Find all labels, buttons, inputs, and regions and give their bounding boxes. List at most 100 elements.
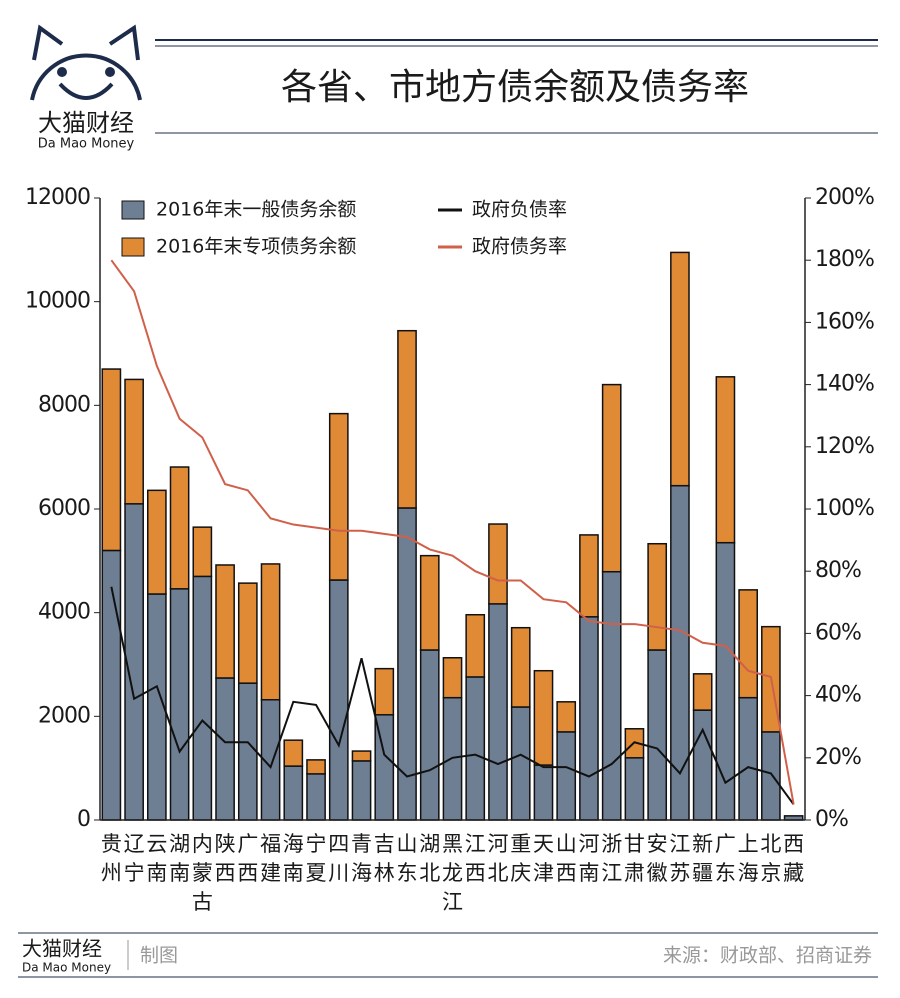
y2-tick-label: 40% [815, 683, 861, 708]
bar [715, 376, 736, 544]
bar [169, 588, 190, 821]
line [110, 259, 795, 805]
x-tick-label: 西藏 [783, 832, 804, 885]
x-tick-label: 四川 [328, 832, 349, 885]
x-tick-label: 福建 [260, 832, 281, 885]
bar [601, 570, 622, 821]
bar [601, 383, 622, 573]
bar [328, 579, 349, 821]
bar [237, 582, 258, 684]
x-tick-label: 重庆 [510, 832, 531, 885]
y2-tick-label: 20% [815, 745, 861, 770]
x-tick-label: 安徽 [647, 832, 668, 885]
legend-label: 政府负债率 [472, 199, 567, 221]
line [110, 586, 795, 806]
x-tick-label: 河北 [487, 832, 508, 885]
bar [351, 760, 372, 821]
y2-tick-label: 60% [815, 620, 861, 645]
x-tick-label: 湖南 [169, 832, 190, 885]
x-tick-label: 山东 [397, 832, 418, 885]
y-tick-label: 10000 [25, 289, 90, 314]
x-tick-label: 河南 [578, 832, 599, 885]
bar [465, 676, 486, 821]
footer-brand: 大猫财经 [22, 937, 102, 961]
bar [306, 759, 326, 775]
bar [488, 603, 508, 821]
bar [692, 673, 713, 711]
x-tick-label: 甘肃 [624, 832, 645, 885]
x-tick-label: 上海 [738, 832, 759, 885]
bar [419, 554, 440, 651]
x-tick-label: 海南 [283, 832, 304, 885]
bar [761, 731, 781, 821]
x-tick-label: 浙江 [601, 832, 622, 885]
bar [101, 368, 122, 552]
x-tick-label: 北京 [760, 832, 781, 885]
bar [124, 503, 144, 821]
x-tick-label: 青海 [351, 832, 372, 885]
y2-tick-label: 0% [815, 807, 848, 832]
x-tick-label: 广东 [715, 832, 736, 885]
x-tick-label: 江西 [465, 832, 486, 885]
legend-swatch [121, 237, 145, 257]
x-tick-label: 吉林 [374, 832, 395, 885]
footer-source: 来源：财政部、招商证券 [663, 945, 872, 967]
bar [533, 669, 554, 766]
x-tick-label: 云南 [146, 832, 167, 885]
bar [397, 507, 417, 821]
bar [260, 563, 281, 701]
y2-tick-label: 80% [815, 558, 861, 583]
bar [215, 564, 235, 679]
footer-note: 制图 [140, 945, 178, 967]
bar [169, 466, 190, 590]
bar [192, 575, 213, 821]
bar [328, 412, 349, 581]
bar [283, 739, 304, 767]
y2-tick-label: 180% [815, 247, 874, 272]
logo-brand: 大猫财经 [38, 109, 134, 137]
bar [556, 731, 577, 821]
x-tick-label: 新疆 [692, 832, 713, 885]
y-tick-label: 2000 [38, 703, 90, 728]
bar [510, 706, 531, 821]
legend-label: 政府债务率 [472, 236, 567, 258]
y2-tick-label: 160% [815, 309, 874, 334]
footer-brand-en: Da Mao Money [22, 961, 111, 975]
bar [647, 649, 668, 821]
bar [579, 534, 599, 618]
x-tick-label: 内蒙古 [192, 832, 213, 914]
bar [192, 526, 213, 578]
bar [465, 613, 486, 678]
y-tick-label: 4000 [38, 600, 90, 625]
bar [579, 616, 599, 821]
y-tick-label: 8000 [38, 392, 90, 417]
bar [124, 378, 144, 505]
y-tick-label: 12000 [25, 185, 90, 210]
legend-swatch [121, 200, 145, 220]
x-tick-label: 陕西 [215, 832, 236, 885]
bar [510, 626, 531, 708]
bar [488, 523, 508, 605]
x-tick-label: 黑龙江 [442, 832, 463, 914]
bar [397, 329, 417, 509]
x-tick-label: 山西 [556, 832, 577, 885]
bar [692, 709, 713, 821]
bar [283, 765, 304, 821]
bar [624, 757, 645, 821]
bar [306, 773, 326, 821]
y2-tick-label: 200% [815, 185, 874, 210]
y2-tick-label: 100% [815, 496, 874, 521]
bar [237, 682, 258, 821]
bar [670, 484, 690, 821]
bar [215, 677, 235, 821]
logo-brand-en: Da Mao Money [38, 137, 135, 152]
x-tick-label: 湖北 [419, 832, 440, 885]
x-tick-label: 江苏 [669, 832, 690, 885]
y-tick-label: 0 [77, 807, 90, 832]
bar [670, 251, 690, 487]
bar [738, 589, 758, 699]
bar [147, 489, 167, 595]
y2-tick-label: 120% [815, 434, 874, 459]
legend-label: 2016年末专项债务余额 [156, 236, 356, 258]
